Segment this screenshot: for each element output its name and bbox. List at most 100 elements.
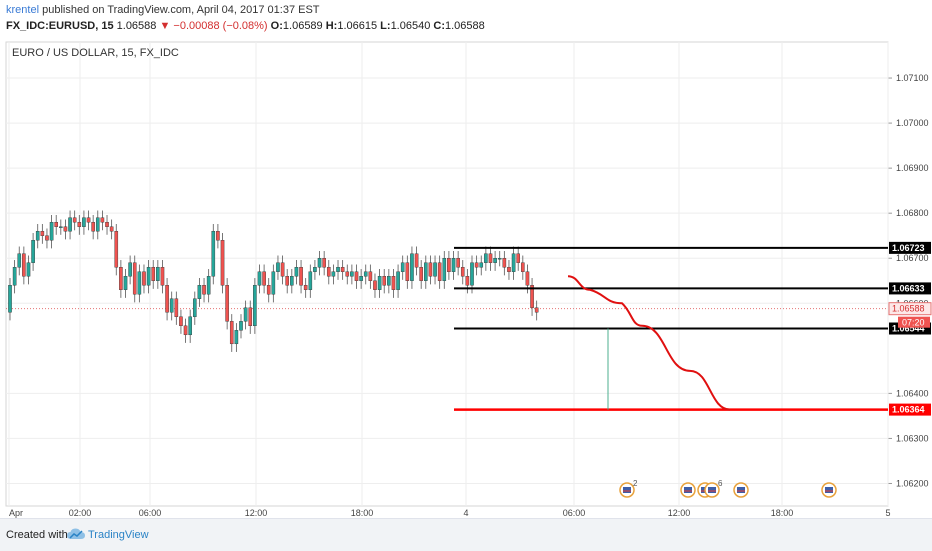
candle-body [488,253,493,263]
candle-body [424,262,428,281]
candle [95,210,100,240]
candle [174,291,179,325]
candle [354,264,359,289]
candle-body [160,267,165,286]
candle [363,264,368,285]
candle-body [156,267,160,281]
candle-body [40,231,45,236]
candle-body [317,258,322,268]
candle-body [433,262,437,277]
candle [169,291,174,321]
level-price-tag [889,241,931,254]
candle [86,210,91,231]
candle [257,264,262,294]
candle-body [419,267,423,281]
candle [243,300,248,330]
candle-body [396,271,400,290]
candle-body [451,258,456,272]
candle-body [248,307,253,327]
candle-body [169,298,174,313]
candle-body [400,262,405,272]
candle [22,246,26,285]
price-chart[interactable]: 1.07100 1.07000 1.06900 1.06800 1.06700 1.066… [0,38,932,518]
chart-header: krentel published on TradingView.com, Ap… [0,0,932,38]
event-flag-icon [680,482,696,498]
candle [82,210,86,235]
author-link[interactable]: krentel [6,4,40,16]
candle [516,246,520,271]
candle-body [350,271,354,277]
candle [45,228,49,249]
candle [493,251,497,271]
candle [285,269,290,294]
candle [276,255,280,280]
candle [211,223,216,285]
candle [405,255,410,289]
level-price-tag [889,282,931,295]
candle-body [340,267,345,272]
countdown-label: 07:20 [902,318,925,328]
candle [313,260,317,280]
candle [433,255,437,285]
candle [229,314,234,352]
candle-body [54,221,58,227]
candle [437,255,442,289]
low-value: 1.06540 [390,20,431,32]
candle [188,309,192,343]
candle [521,255,525,280]
candle-body [521,262,525,272]
candle-body [507,267,511,272]
x-tick-label: 06:00 [563,508,586,518]
candle-body [530,285,534,308]
x-tick-label: 12:00 [668,508,691,518]
candle [202,278,206,303]
candle-body [188,316,192,336]
candle [160,260,165,294]
candle [183,318,188,343]
close-label: C: [433,20,445,32]
candle-body [290,276,294,286]
candle-body [105,221,109,227]
event-flag-body [684,487,692,493]
candle [474,255,479,276]
candle [345,264,350,285]
event-flag-icon: 6 [704,479,723,498]
tradingview-brand[interactable]: TradingView [88,529,149,541]
candle-body [262,271,266,286]
candle-body [109,226,114,232]
y-tick-label: 1.07000 [896,118,929,128]
candle [497,251,502,267]
candle-body [460,267,465,277]
level-price-label: 1.06633 [892,283,925,293]
candle-body [387,276,391,286]
candle-body [86,217,91,223]
high-label: H: [325,20,338,32]
candle-body [336,267,340,272]
candle [424,255,428,289]
candle [8,278,12,321]
candle [128,255,132,285]
candle-body [128,262,132,277]
candle-body [35,231,40,241]
event-flag-icon [733,482,749,498]
symbol-label: FX_IDC:EURUSD, 15 [6,20,114,32]
candle [142,264,146,294]
candle-body [151,267,156,281]
candle-body [382,276,387,286]
candle-body [8,285,12,313]
candle [156,260,160,289]
event-flag-body [708,487,716,493]
candle-body [363,271,368,277]
candle [31,233,35,271]
chart-area[interactable]: 1.07100 1.07000 1.06900 1.06800 1.06700 1.066… [0,38,932,518]
candle-body [303,285,308,290]
candle-body [100,217,105,223]
candle-body [354,271,359,281]
event-flag-body [623,487,631,493]
candle [225,278,229,330]
candle [266,278,271,303]
candle [336,260,340,280]
countdown-tag [898,316,930,328]
candle-body [276,262,280,272]
candle [119,260,123,298]
